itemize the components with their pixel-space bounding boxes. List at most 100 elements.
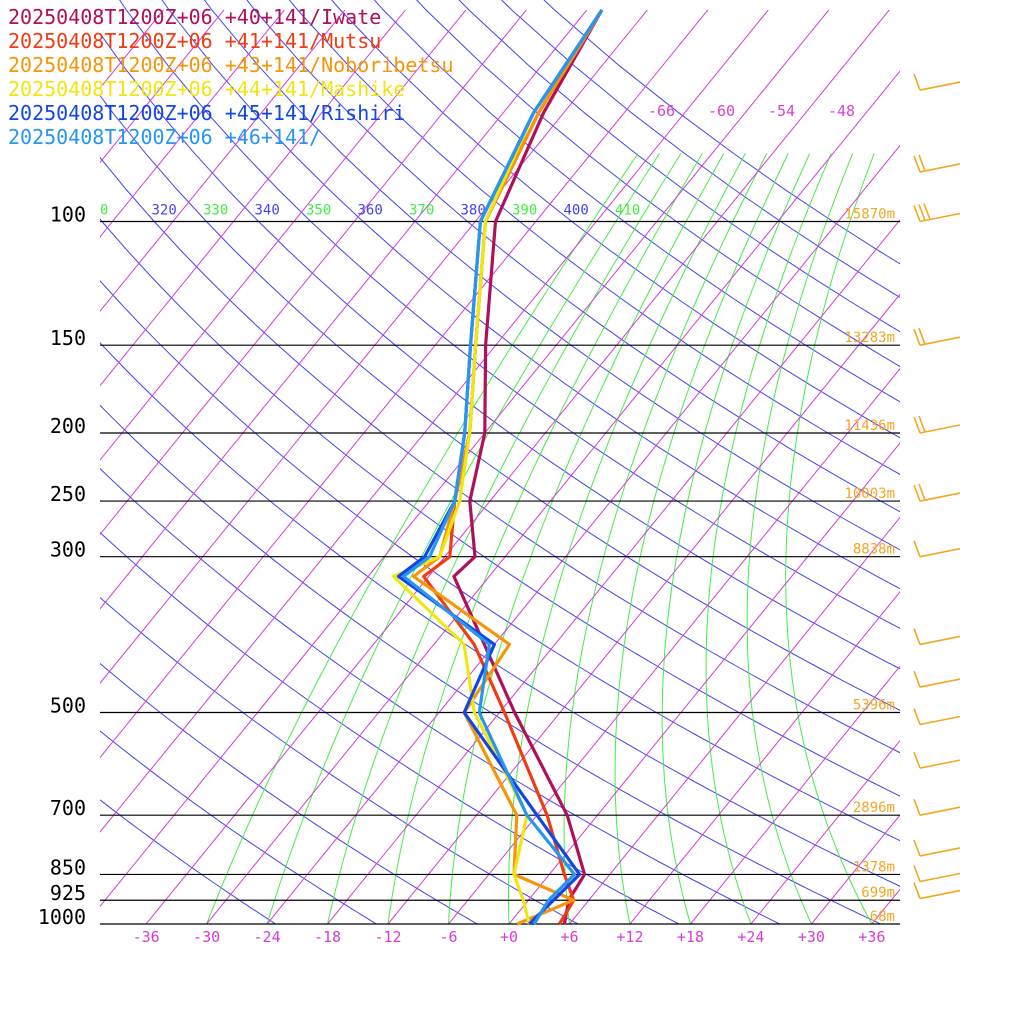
legend-entry: 20250408T1200Z+06 +40+141/Iwate [8,5,381,29]
theta-label: 330 [203,203,228,219]
pressure-label: 250 [50,482,86,506]
wind-barb-flag [913,328,921,346]
isotherm-line [100,9,588,610]
moist-adiabat-line [746,153,854,924]
wind-barb-shaft [919,212,961,223]
wind-barb-shaft [919,81,961,91]
wind-barb-shaft [919,678,961,688]
wind-barb-flag [913,155,921,173]
theta-label: 320 [152,203,177,219]
moist-adiabat-line [785,153,875,924]
wind-barbs [913,73,961,900]
pressure-label: 100 [50,203,86,227]
isotherm-line [569,516,900,924]
dry-adiabat-line [100,280,900,842]
height-label: 5396m [853,698,895,714]
isotherm-line [100,9,830,908]
sounding-line [412,9,604,926]
wind-barb-shaft [919,163,961,173]
wind-barb-shaft [919,715,961,726]
theta-label: 410 [615,203,640,219]
legend-entry: 20250408T1200Z+06 +45+141/Rishiri [8,101,405,125]
wind-barb-flag [918,204,926,221]
height-label: 11436m [844,418,895,434]
temperature-tick-label: -30 [193,928,220,946]
pressure-label: 1000 [38,905,86,929]
pressure-label: 700 [50,796,86,820]
dry-adiabat-line [100,32,900,670]
height-label: 68m [870,909,895,925]
wind-barb-flag [923,203,931,220]
dry-adiabat-line [246,0,900,513]
isotherm-line [508,442,900,924]
wind-barb-shaft [919,635,961,646]
temperature-tick-label: +36 [858,928,885,946]
theta-labels: 0 320 330 340 350 360 370 380 390 400 410 [100,203,640,219]
temperature-tick-label: +30 [798,928,825,946]
wind-barb-shaft [919,847,961,857]
wind-barb-shaft [919,889,961,900]
isotherm-line [448,367,900,924]
temperature-tick-label: +0 [500,928,518,946]
height-label: 10003m [844,486,895,502]
legend: 20250408T1200Z+06 +40+141/Iwate20250408T… [8,5,454,149]
height-label: 2896m [853,800,895,816]
wind-barb-flag [913,865,921,882]
wind-barb-flag [913,882,921,899]
theta-label: 380 [461,203,486,219]
isotherm-line [100,9,225,164]
isotherm-line [100,9,285,238]
wind-barb-flag [913,484,921,502]
legend-entry: 20250408T1200Z+06 +44+141/Mashike [8,77,405,101]
isotherm-line [629,591,900,924]
dry-adiabat-line [100,467,781,924]
dry-adiabat-line [331,0,900,439]
theta-label: 340 [255,203,280,219]
wind-barb-shaft [919,424,961,434]
theta-label: 370 [409,203,434,219]
sounding-line [452,9,604,925]
dry-adiabat-line [100,730,378,924]
moist-adiabat-line [387,153,703,924]
temperature-tick-label: -24 [254,928,281,946]
temperature-tick-label: +6 [560,928,578,946]
isotherm-line [690,665,900,924]
isotherm-line [100,9,406,387]
height-label: 15870m [844,207,895,223]
wind-barb-shaft [919,492,961,502]
dry-adiabat-line [100,404,882,924]
wind-barb-flag [913,416,921,434]
isotherm-line [327,219,900,924]
temperature-axis: -36 -30 -24 -18 -12 -6 +0 +6 +12 +18 +24 +30 +36 [133,928,886,946]
isotherm-line [100,9,648,684]
legend-entry: 20250408T1200Z+06 +41+141/Mutsu [8,29,381,53]
wind-barb-flag [918,154,926,172]
isotherm-line [871,888,900,924]
dry-adiabat-line [100,531,680,924]
temperature-tick-label: -6 [439,928,457,946]
legend-entry: 20250408T1200Z+06 +43+141/Noboribetsu [8,53,454,77]
pressure-label: 925 [50,881,86,905]
isotherm-line [100,9,709,759]
wind-barb-shaft [919,806,961,816]
theta-label: 400 [564,203,589,219]
sounding-line [391,9,604,925]
moist-adiabat-line [705,153,832,924]
isotherm-top-label: -66 [648,102,675,120]
dry-adiabat-line [373,0,900,403]
moist-adiabat-line [563,153,768,924]
dry-adiabat-line [100,156,900,754]
sounding-line [396,9,604,926]
wind-barb-flag [913,628,921,645]
dry-adiabat-line [100,218,900,797]
moist-adiabats [206,153,875,924]
height-label: 13283m [844,330,895,346]
isotherm-top-labels: -66 -60 -54 -48 [648,102,855,120]
isotherm-line [932,10,1024,924]
legend-entry: 20250408T1200Z+06 +46+141/ [8,125,321,149]
wind-barb-shaft [919,759,961,769]
wind-barb-flag [918,483,926,501]
isotherm-line [100,9,346,313]
isotherm-line [811,814,900,924]
theta-label: 0 [100,203,108,219]
